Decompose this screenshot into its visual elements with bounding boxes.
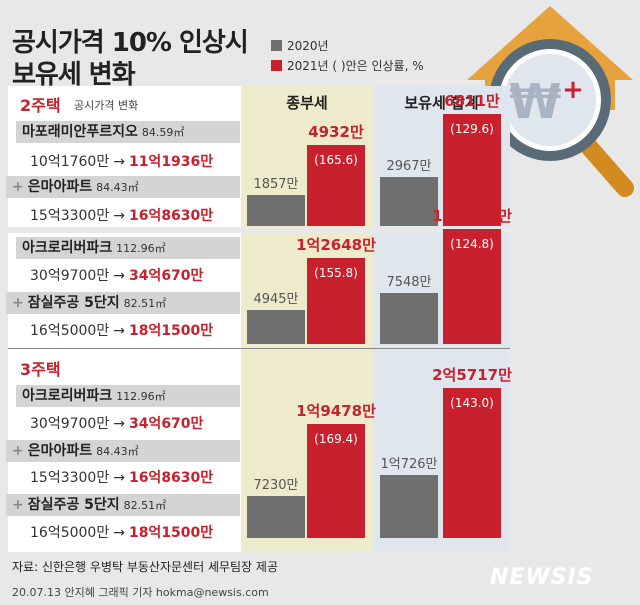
- value-label-2020: 1억726만: [380, 457, 438, 473]
- value-label-2021: 1억6969만: [432, 207, 512, 225]
- legend-red-swatch: [271, 60, 282, 71]
- section-divider: [8, 348, 510, 349]
- price-change: 15억3300만 → 16억8630만: [30, 208, 214, 224]
- legend-red-label: 2021년 ( )안은 인상률, %: [287, 59, 424, 73]
- svg-text:+: +: [562, 75, 584, 105]
- source-note: 자료: 신한은행 우병탁 부동산자문센터 세무팀장 제공: [12, 560, 278, 574]
- bar-2021: [443, 229, 501, 344]
- value-label-2020: 2967만: [386, 159, 432, 175]
- section2-title: 3주택: [20, 360, 61, 379]
- section1-title: 2주택: [20, 96, 61, 115]
- price-change: 10억1760만 → 11억1936만: [30, 154, 214, 170]
- rate-label: (155.8): [314, 266, 358, 281]
- group-separator: [8, 227, 510, 233]
- price-change: 15억3300만 → 16억8630만: [30, 470, 214, 486]
- bar-2020: [380, 292, 438, 344]
- svg-text:₩: ₩: [509, 74, 562, 130]
- rate-label: (165.6): [314, 152, 358, 167]
- credit-line: 20.07.13 안지혜 그래픽 기자 hokma@newsis.com: [12, 586, 269, 599]
- rate-label: (143.0): [450, 396, 494, 410]
- bar-2021: [443, 114, 501, 226]
- section1-subtitle: 공시가격 변화: [74, 99, 139, 112]
- value-label-2021: 1억2648만: [296, 236, 376, 255]
- column-head-total: 보유세 합계: [404, 94, 479, 112]
- legend-gray-label: 2020년: [287, 39, 329, 53]
- rate-label: (124.8): [450, 237, 494, 251]
- property-name: + 은마아파트 84.43㎡: [6, 176, 240, 198]
- bar-2020: [247, 495, 305, 538]
- value-label-2020: 1857만: [253, 177, 299, 193]
- property-name: + 잠실주공 5단지 82.51㎡: [6, 494, 240, 516]
- value-label-2020: 7230만: [253, 477, 299, 493]
- property-name: 아크로리버파크 112.96㎡: [16, 237, 240, 259]
- price-change: 16억5000만 → 18억1500만: [30, 323, 214, 339]
- price-change: 16억5000만 → 18억1500만: [30, 525, 214, 541]
- bar-2020: [247, 195, 305, 226]
- column-head-jongbu: 종부세: [286, 94, 328, 112]
- value-label-2021: 1억9478만: [296, 402, 376, 421]
- bar-2020: [380, 177, 438, 226]
- value-label-2021: 4932만: [308, 122, 364, 141]
- bar-2021: [307, 424, 365, 538]
- bar-2020: [380, 475, 438, 538]
- value-label-2020: 4945만: [253, 292, 299, 308]
- property-name: 마포래미안푸르지오 84.59㎡: [16, 121, 240, 143]
- property-name: 아크로리버파크 112.96㎡: [16, 385, 240, 407]
- rate-label: (129.6): [450, 122, 494, 136]
- bar-2020: [247, 310, 305, 344]
- price-change: 30억9700만 → 34억670만: [30, 268, 204, 284]
- bar-2021: [307, 258, 365, 344]
- value-label-2021: 6811만: [444, 92, 500, 110]
- legend-gray-swatch: [271, 40, 282, 51]
- title-line2: 보유세 변화: [12, 60, 136, 90]
- rate-label: (169.4): [314, 432, 358, 447]
- price-change: 30억9700만 → 34억670만: [30, 416, 204, 432]
- title-line1: 공시가격 10% 인상시: [12, 28, 249, 58]
- property-name: + 은마아파트 84.43㎡: [6, 440, 240, 462]
- bar-2021: [443, 388, 501, 538]
- newsis-logo: NEWSIS: [490, 565, 594, 590]
- value-label-2020: 7548만: [386, 274, 432, 290]
- value-label-2021: 2억5717만: [432, 366, 512, 384]
- property-name: + 잠실주공 5단지 82.51㎡: [6, 292, 240, 314]
- bar-2021: [307, 144, 365, 226]
